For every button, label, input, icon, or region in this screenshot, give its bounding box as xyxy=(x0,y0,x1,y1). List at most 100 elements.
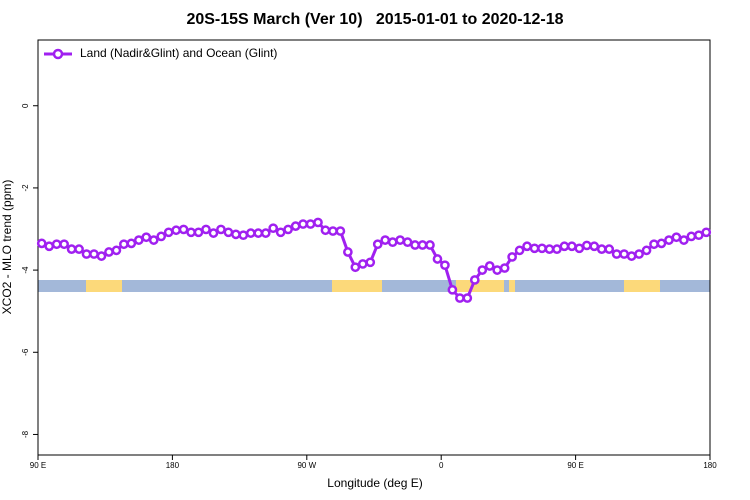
x-tick-label: 90 W xyxy=(297,461,316,470)
data-point xyxy=(126,238,137,249)
data-point xyxy=(619,249,629,259)
data-point xyxy=(499,263,510,273)
data-point xyxy=(350,262,361,273)
data-point xyxy=(649,239,659,250)
data-point xyxy=(365,257,376,268)
data-point xyxy=(313,217,323,228)
data-point xyxy=(469,275,480,285)
data-point xyxy=(664,235,674,245)
data-point xyxy=(36,238,47,249)
data-point xyxy=(574,243,585,254)
data-point xyxy=(141,232,152,243)
data-point xyxy=(178,224,189,235)
data-point xyxy=(537,243,547,254)
data-point xyxy=(484,261,495,271)
data-point xyxy=(589,241,600,252)
data-point xyxy=(567,241,577,252)
data-point xyxy=(298,219,308,229)
data-point xyxy=(268,223,279,234)
data-point xyxy=(522,241,532,252)
data-point xyxy=(260,228,271,238)
data-point xyxy=(59,239,69,250)
data-point xyxy=(559,241,570,252)
data-point xyxy=(66,244,77,254)
data-point xyxy=(111,245,122,256)
data-point xyxy=(641,245,652,256)
y-tick-label: -8 xyxy=(21,430,30,438)
data-point xyxy=(604,244,615,254)
data-point xyxy=(156,231,167,242)
data-point xyxy=(693,230,704,241)
y-tick-label: -4 xyxy=(21,266,30,274)
land-segment xyxy=(456,280,504,292)
data-point xyxy=(201,224,211,235)
data-point xyxy=(372,239,383,250)
land-segment xyxy=(624,280,660,292)
data-point xyxy=(96,251,107,261)
data-point xyxy=(447,284,458,295)
x-tick-label: 90 E xyxy=(567,461,583,470)
data-point xyxy=(283,224,293,235)
data-point xyxy=(208,228,219,238)
land-segment xyxy=(509,280,515,292)
data-point xyxy=(89,249,99,259)
data-point xyxy=(380,235,391,245)
data-point xyxy=(477,265,488,275)
data-point xyxy=(425,240,435,250)
data-point xyxy=(514,245,525,256)
data-point xyxy=(440,260,450,271)
data-point xyxy=(455,293,465,303)
data-point xyxy=(320,225,331,236)
data-point xyxy=(671,232,682,243)
data-point xyxy=(133,235,144,245)
data-point xyxy=(552,244,562,254)
data-point xyxy=(395,235,405,245)
data-point xyxy=(581,240,592,251)
data-point xyxy=(119,239,129,250)
data-point xyxy=(74,244,84,254)
data-point xyxy=(656,238,667,249)
data-point xyxy=(507,252,517,262)
data-point xyxy=(81,249,92,259)
legend-label: Land (Nadir&Glint) and Ocean (Glint) xyxy=(80,46,277,60)
data-point xyxy=(462,293,473,303)
data-point xyxy=(328,226,338,236)
data-point xyxy=(335,226,346,236)
data-point xyxy=(611,249,622,259)
data-point xyxy=(544,244,555,254)
x-tick-label: 0 xyxy=(439,461,444,470)
data-point xyxy=(679,235,689,245)
data-point xyxy=(245,228,256,238)
plot-frame xyxy=(37,39,711,456)
data-point xyxy=(290,221,301,231)
data-point xyxy=(44,241,55,252)
data-point xyxy=(432,254,443,264)
data-point xyxy=(305,219,316,229)
data-point xyxy=(529,243,540,254)
data-point xyxy=(634,249,644,259)
data-point xyxy=(701,227,712,238)
y-tick-label: 0 xyxy=(21,103,30,108)
data-point xyxy=(253,228,264,238)
data-point xyxy=(51,239,62,250)
y-axis-label: XCO2 - MLO trend (ppm) xyxy=(0,180,14,315)
data-point xyxy=(104,247,114,257)
data-point xyxy=(163,227,174,238)
x-axis-label: Longitude (deg E) xyxy=(327,476,422,490)
data-point xyxy=(186,227,196,238)
data-point xyxy=(238,230,249,241)
data-point xyxy=(216,224,226,235)
data-point xyxy=(686,231,697,242)
x-tick-label: 90 E xyxy=(30,461,46,470)
data-point xyxy=(596,244,607,254)
data-point xyxy=(275,227,286,238)
data-point xyxy=(171,225,181,236)
data-point xyxy=(231,229,241,240)
land-segment xyxy=(86,280,122,292)
land-segment xyxy=(332,280,382,292)
data-point xyxy=(626,251,637,261)
x-tick-label: 180 xyxy=(703,461,717,470)
data-point xyxy=(357,259,368,269)
data-point xyxy=(148,235,159,245)
